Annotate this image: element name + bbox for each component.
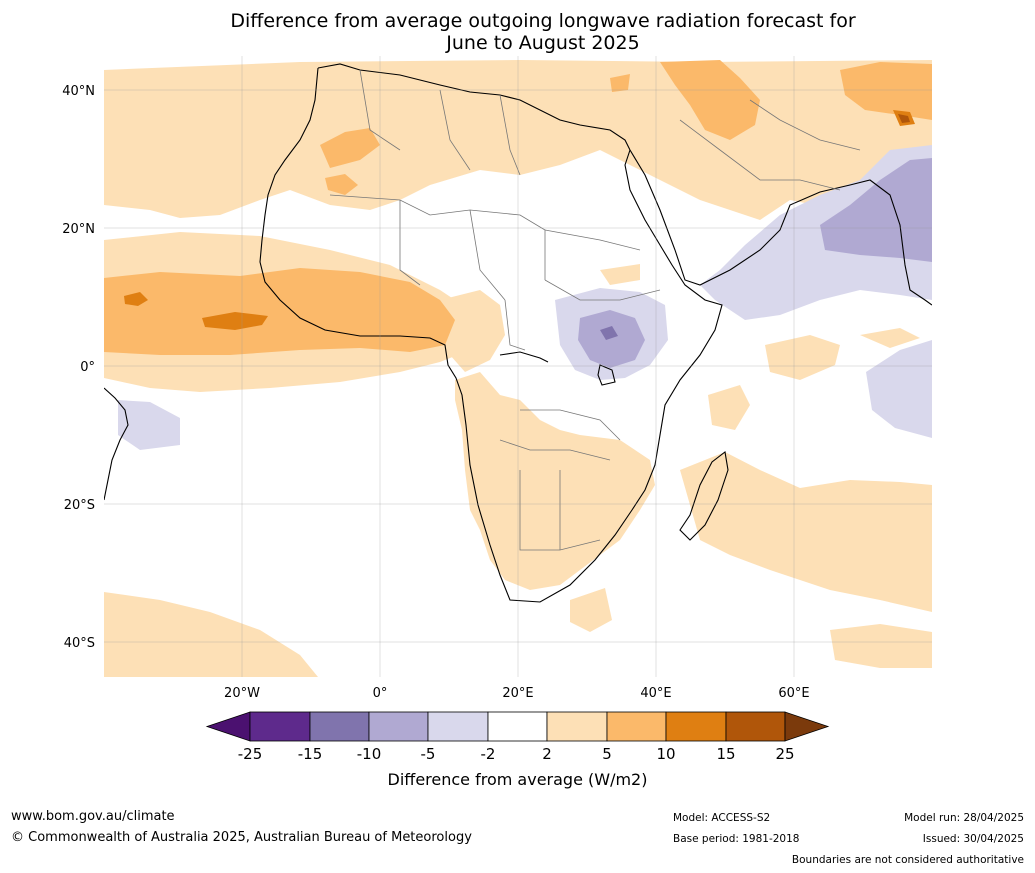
- colorbar-tick: -10: [357, 745, 382, 763]
- colorbar-tick: 25: [775, 745, 794, 763]
- colorbar: -25 -15 -10 -5 -2 2 5 10 15 25: [205, 711, 830, 763]
- lon-label: 0°: [373, 686, 388, 701]
- colorbar-tick: 10: [656, 745, 675, 763]
- colorbar-tick: 15: [716, 745, 735, 763]
- colorbar-swatch: [368, 711, 429, 742]
- colorbar-swatch: [665, 711, 727, 742]
- lon-label: 20°W: [224, 686, 260, 701]
- anomaly-minus-2-to-minus-5: [118, 145, 932, 450]
- lat-label: 0°: [80, 360, 95, 375]
- anomaly-15-to-25: [898, 114, 910, 123]
- footer-base-period: Base period: 1981-2018: [673, 833, 800, 845]
- latitude-labels: 40°N 20°N 0° 20°S 40°S: [62, 84, 95, 651]
- colorbar-tick: -15: [298, 745, 323, 763]
- title-line-1: Difference from average outgoing longwav…: [230, 10, 856, 32]
- colorbar-swatch: [546, 711, 608, 742]
- colorbar-tick: 2: [542, 745, 552, 763]
- colorbar-swatch: [487, 711, 548, 742]
- colorbar-swatch: [606, 711, 667, 742]
- colorbar-tick: -25: [238, 745, 263, 763]
- lon-label: 40°E: [640, 686, 671, 701]
- coastlines: [104, 63, 932, 603]
- lat-label: 20°S: [64, 498, 95, 513]
- lat-label: 20°N: [62, 222, 95, 237]
- footer-issued: Issued: 30/04/2025: [922, 833, 1024, 845]
- colorbar-tick: 5: [602, 745, 612, 763]
- lon-label: 20°E: [502, 686, 533, 701]
- colorbar-tick: -5: [421, 745, 436, 763]
- colorbar-swatch: [249, 711, 311, 742]
- colorbar-extend-high: [784, 711, 830, 742]
- colorbar-swatch: [725, 711, 786, 742]
- title-line-2: June to August 2025: [446, 32, 640, 54]
- anomaly-5-to-10: [104, 60, 932, 355]
- colorbar-tick: -2: [481, 745, 496, 763]
- map-title: Difference from average outgoing longwav…: [150, 10, 936, 54]
- anomaly-minus-5-to-minus-10: [578, 158, 932, 368]
- footer-copyright: © Commonwealth of Australia 2025, Austra…: [11, 830, 472, 845]
- footer-model-run: Model run: 28/04/2025: [904, 812, 1024, 824]
- footer-model: Model: ACCESS-S2: [673, 812, 771, 824]
- longitude-labels: 20°W 0° 20°E 40°E 60°E: [224, 686, 810, 701]
- colorbar-ticks: -25 -15 -10 -5 -2 2 5 10 15 25: [238, 745, 795, 763]
- colorbar-extend-low: [205, 711, 251, 742]
- footer-url: www.bom.gov.au/climate: [11, 809, 175, 824]
- lat-label: 40°S: [64, 636, 95, 651]
- colorbar-label: Difference from average (W/m2): [387, 770, 648, 789]
- colorbar-swatch: [309, 711, 370, 742]
- colorbar-swatch: [427, 711, 489, 742]
- lat-label: 40°N: [62, 84, 95, 99]
- graticule: [104, 56, 932, 677]
- footer-disclaimer: Boundaries are not considered authoritat…: [791, 854, 1024, 866]
- lon-label: 60°E: [778, 686, 809, 701]
- anomaly-minus-10-to-minus-15: [600, 326, 618, 340]
